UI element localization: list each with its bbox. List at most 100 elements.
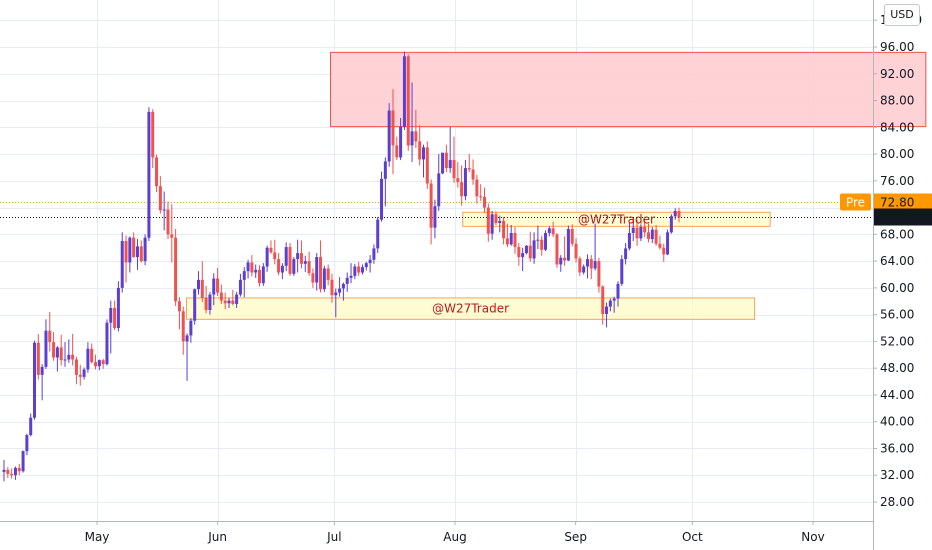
- pre-label-bg: [840, 193, 871, 211]
- candle: [219, 284, 223, 304]
- candle-body: [296, 253, 300, 260]
- x-tick-label: Jun: [207, 530, 227, 544]
- candle-body: [200, 279, 204, 298]
- pre-price-bg: [874, 193, 932, 211]
- candle: [387, 103, 391, 167]
- candle: [277, 253, 281, 276]
- candle-body: [421, 147, 425, 160]
- y-tick-label: 56.00: [880, 308, 914, 322]
- candle: [36, 334, 40, 380]
- supply-zone[interactable]: [462, 211, 771, 227]
- candle-body: [513, 233, 517, 248]
- x-tick-label: Sep: [564, 530, 587, 544]
- candle: [216, 267, 220, 296]
- candle-body: [574, 243, 578, 259]
- candle-body: [174, 237, 178, 302]
- candle: [563, 236, 567, 266]
- candle-body: [94, 362, 98, 367]
- y-tick-label: 84.00: [880, 120, 914, 134]
- candle-body: [391, 110, 395, 146]
- candle-body: [593, 261, 597, 269]
- candle-body: [132, 237, 136, 258]
- y-tick-label: 76.00: [880, 174, 914, 188]
- candle-body: [55, 347, 59, 358]
- resistance-zone[interactable]: [329, 51, 927, 128]
- candle-body: [551, 228, 555, 235]
- candle-body: [242, 271, 246, 280]
- candle-body: [162, 209, 166, 211]
- candle-body: [21, 451, 25, 472]
- candle: [204, 285, 208, 314]
- candle-body: [368, 259, 372, 264]
- candle: [635, 219, 639, 246]
- candle-body: [258, 269, 262, 284]
- candle: [433, 199, 437, 239]
- candle: [593, 223, 597, 271]
- candle-body: [605, 306, 609, 314]
- candle: [162, 191, 166, 231]
- watermarks: @W27Trader @W27Trader: [432, 212, 655, 315]
- candle: [471, 159, 475, 185]
- candle: [494, 211, 498, 225]
- candle: [425, 141, 429, 189]
- y-tick-label: 60.00: [880, 281, 914, 295]
- candle: [143, 234, 147, 266]
- candle: [322, 265, 326, 292]
- y-tick-label: 68.00: [880, 227, 914, 241]
- candle: [372, 244, 376, 264]
- candle-body: [86, 348, 90, 370]
- candle: [441, 152, 445, 175]
- candle: [265, 245, 269, 272]
- candle-body: [471, 169, 475, 180]
- candle: [654, 224, 658, 246]
- candle-body: [441, 152, 445, 174]
- candle: [135, 239, 139, 270]
- candle-body: [299, 253, 303, 264]
- candle: [193, 288, 197, 325]
- candle: [578, 256, 582, 276]
- candle-body: [97, 360, 101, 367]
- candle: [181, 306, 185, 355]
- candle-body: [105, 322, 109, 365]
- candle-body: [151, 111, 155, 158]
- candle-body: [452, 160, 456, 179]
- support-zone[interactable]: [186, 297, 756, 320]
- candle: [158, 176, 162, 214]
- candle: [360, 264, 364, 275]
- candle: [528, 231, 532, 262]
- candle: [509, 224, 513, 246]
- candle: [395, 136, 399, 161]
- candle: [280, 263, 284, 280]
- candle: [669, 214, 673, 234]
- candle: [231, 289, 235, 306]
- candle: [677, 207, 681, 223]
- candle: [479, 184, 483, 201]
- candle-body: [631, 227, 635, 234]
- candle-body: [418, 141, 422, 160]
- candle-body: [250, 262, 254, 273]
- candle-body: [254, 269, 258, 273]
- candle: [601, 285, 605, 325]
- time-axis[interactable]: May Jun Jul Aug Sep Oct Nov: [85, 521, 825, 544]
- currency-button[interactable]: USD: [884, 4, 920, 26]
- candle-body: [10, 473, 14, 476]
- candle-body: [135, 246, 139, 258]
- candle-body: [387, 110, 391, 162]
- candle: [227, 297, 231, 308]
- candle: [6, 467, 10, 478]
- candle: [17, 463, 21, 476]
- candle-body: [269, 247, 273, 253]
- candle-body: [475, 179, 479, 197]
- candle-body: [467, 168, 471, 170]
- candle: [414, 109, 418, 149]
- candle: [94, 354, 98, 370]
- y-tick-label: 88.00: [880, 94, 914, 108]
- candle-body: [505, 238, 509, 245]
- candle-body: [223, 300, 227, 304]
- candle-body: [246, 262, 250, 272]
- candle-body: [181, 311, 185, 342]
- candle-body: [204, 297, 208, 310]
- candle-body: [483, 196, 487, 208]
- candle: [315, 253, 319, 291]
